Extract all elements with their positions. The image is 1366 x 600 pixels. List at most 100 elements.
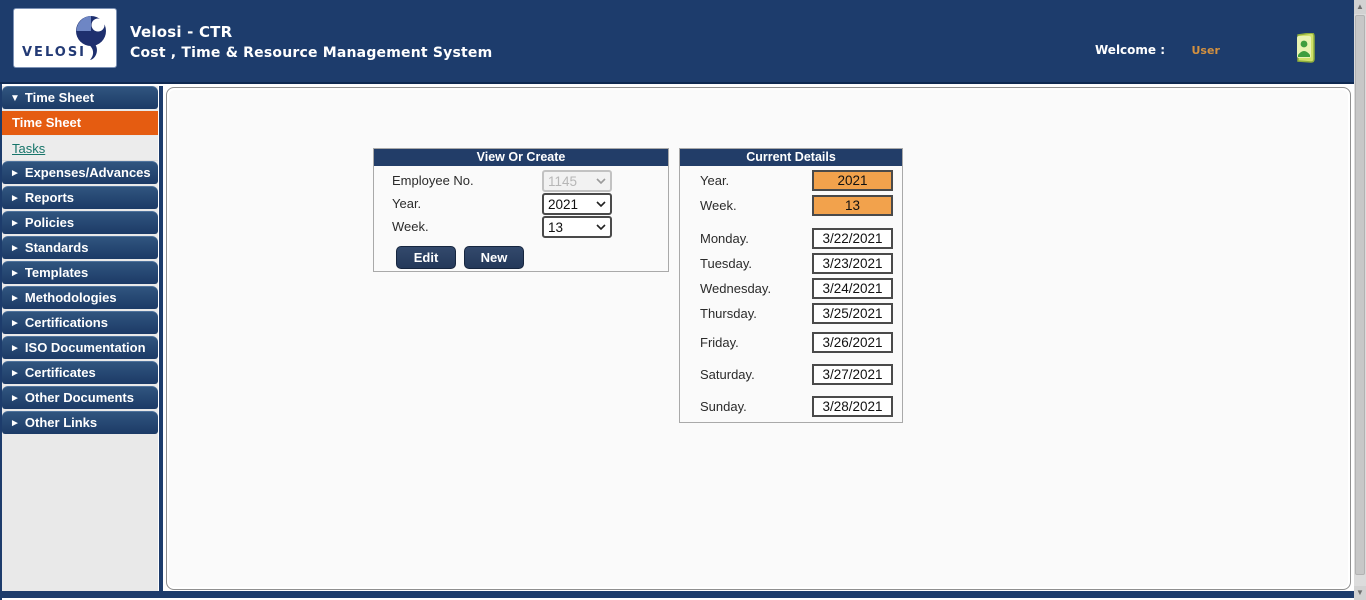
sunday-date: 3/28/2021: [812, 396, 893, 417]
current-details-title: Current Details: [680, 149, 902, 166]
week-label: Week.: [392, 219, 429, 234]
sidebar-section-other-links[interactable]: ► Other Links: [2, 411, 158, 434]
wednesday-date: 3/24/2021: [812, 278, 893, 299]
chevron-right-icon: ►: [10, 218, 20, 229]
scrollbar-thumb[interactable]: [1355, 15, 1365, 575]
app-title: Velosi - CTR Cost , Time & Resource Mana…: [130, 23, 492, 61]
velosi-logo: VELOSI: [14, 9, 116, 67]
day-row-monday: Monday. 3/22/2021: [680, 228, 902, 250]
tuesday-date: 3/23/2021: [812, 253, 893, 274]
chevron-down-icon: ▼: [10, 93, 20, 104]
day-row-sunday: Sunday. 3/28/2021: [680, 396, 902, 418]
sidebar-section-label: Methodologies: [24, 290, 117, 305]
new-button[interactable]: New: [464, 246, 524, 269]
sidebar-section-reports[interactable]: ► Reports: [2, 186, 158, 209]
sidebar-section-templates[interactable]: ► Templates: [2, 261, 158, 284]
thursday-label: Thursday.: [700, 306, 757, 321]
sidebar-section-label: Expenses/Advances: [24, 165, 151, 180]
velosi-sphere-icon: [76, 16, 106, 60]
day-row-tuesday: Tuesday. 3/23/2021: [680, 253, 902, 275]
sidebar-nav: ▼ Time Sheet Time Sheet Tasks ► Expenses/A…: [2, 86, 158, 591]
wednesday-label: Wednesday.: [700, 281, 772, 296]
chevron-right-icon: ►: [10, 268, 20, 279]
thursday-date: 3/25/2021: [812, 303, 893, 324]
current-year-label: Year.: [700, 173, 730, 188]
sidebar-section-label: Policies: [24, 215, 75, 230]
chevron-right-icon: ►: [10, 393, 20, 404]
day-row-wednesday: Wednesday. 3/24/2021: [680, 278, 902, 300]
sidebar-section-iso-documentation[interactable]: ► ISO Documentation: [2, 336, 158, 359]
vertical-scrollbar[interactable]: ▲ ▼: [1354, 0, 1366, 600]
sidebar-section-label: Standards: [24, 240, 89, 255]
welcome-label: Welcome :: [1095, 43, 1166, 57]
app-header: VELOSI Velosi - CTR Cost , Time & Resour…: [0, 0, 1354, 84]
day-row-thursday: Thursday. 3/25/2021: [680, 303, 902, 325]
logo-text: VELOSI: [22, 45, 87, 60]
current-week-row: Week. 13: [680, 195, 902, 217]
sidebar-section-label: Certifications: [24, 315, 108, 330]
year-select[interactable]: 2021: [542, 193, 612, 215]
sidebar-item-tasks-row: Tasks: [2, 136, 158, 161]
chevron-right-icon: ►: [10, 318, 20, 329]
day-row-saturday: Saturday. 3/27/2021: [680, 364, 902, 386]
monday-date: 3/22/2021: [812, 228, 893, 249]
app-title-line1: Velosi - CTR: [130, 23, 233, 41]
sunday-label: Sunday.: [700, 399, 747, 414]
scroll-down-icon[interactable]: ▼: [1354, 586, 1366, 600]
saturday-date: 3/27/2021: [812, 364, 893, 385]
main-content: View Or Create Employee No. 1145 Year. 2…: [166, 87, 1351, 590]
edit-button[interactable]: Edit: [396, 246, 456, 269]
current-week-value: 13: [812, 195, 893, 216]
sidebar-section-label: Other Links: [24, 415, 98, 430]
chevron-right-icon: ►: [10, 418, 20, 429]
chevron-right-icon: ►: [10, 243, 20, 254]
employee-row: Employee No. 1145: [374, 170, 668, 192]
year-row: Year. 2021: [374, 193, 668, 215]
scroll-up-icon[interactable]: ▲: [1354, 0, 1366, 14]
app-title-line2: Cost , Time & Resource Management System: [130, 45, 493, 61]
friday-date: 3/26/2021: [812, 332, 893, 353]
user-profile-icon[interactable]: [1294, 33, 1318, 63]
monday-label: Monday.: [700, 231, 749, 246]
saturday-label: Saturday.: [700, 367, 755, 382]
sidebar-section-certificates[interactable]: ► Certificates: [2, 361, 158, 384]
chevron-right-icon: ►: [10, 368, 20, 379]
employee-no-label: Employee No.: [392, 173, 474, 188]
tuesday-label: Tuesday.: [700, 256, 753, 271]
friday-label: Friday.: [700, 335, 739, 350]
page-border-bottom: [0, 591, 1354, 598]
sidebar-section-timesheet[interactable]: ▼ Time Sheet: [2, 86, 158, 109]
sidebar-section-standards[interactable]: ► Standards: [2, 236, 158, 259]
day-row-friday: Friday. 3/26/2021: [680, 332, 902, 354]
sidebar-item-timesheet-active[interactable]: Time Sheet: [2, 111, 158, 135]
sidebar-section-certifications[interactable]: ► Certifications: [2, 311, 158, 334]
username[interactable]: User: [1191, 44, 1220, 57]
chevron-right-icon: ►: [10, 168, 20, 179]
current-details-panel: Current Details Year. 2021 Week. 13 Mond…: [679, 148, 903, 423]
sidebar-section-other-documents[interactable]: ► Other Documents: [2, 386, 158, 409]
sidebar-section-methodologies[interactable]: ► Methodologies: [2, 286, 158, 309]
year-label: Year.: [392, 196, 422, 211]
sidebar-section-label: Certificates: [24, 365, 96, 380]
sidebar-item-tasks[interactable]: Tasks: [12, 141, 46, 156]
welcome-area: Welcome : User: [1095, 41, 1220, 59]
page-border-left: [0, 84, 2, 600]
sidebar-section-expenses[interactable]: ► Expenses/Advances: [2, 161, 158, 184]
sidebar-section-label: Time Sheet: [24, 90, 95, 105]
employee-no-select: 1145: [542, 170, 612, 192]
sidebar-separator: [159, 86, 163, 591]
week-select[interactable]: 13: [542, 216, 612, 238]
sidebar-section-policies[interactable]: ► Policies: [2, 211, 158, 234]
current-year-value: 2021: [812, 170, 893, 191]
chevron-right-icon: ►: [10, 293, 20, 304]
chevron-right-icon: ►: [10, 343, 20, 354]
sidebar-section-label: Other Documents: [24, 390, 134, 405]
sidebar-section-label: Reports: [24, 190, 75, 205]
current-year-row: Year. 2021: [680, 170, 902, 192]
chevron-right-icon: ►: [10, 193, 20, 204]
view-or-create-title: View Or Create: [374, 149, 668, 166]
current-week-label: Week.: [700, 198, 737, 213]
sidebar-section-label: Templates: [24, 265, 89, 280]
week-row: Week. 13: [374, 216, 668, 238]
